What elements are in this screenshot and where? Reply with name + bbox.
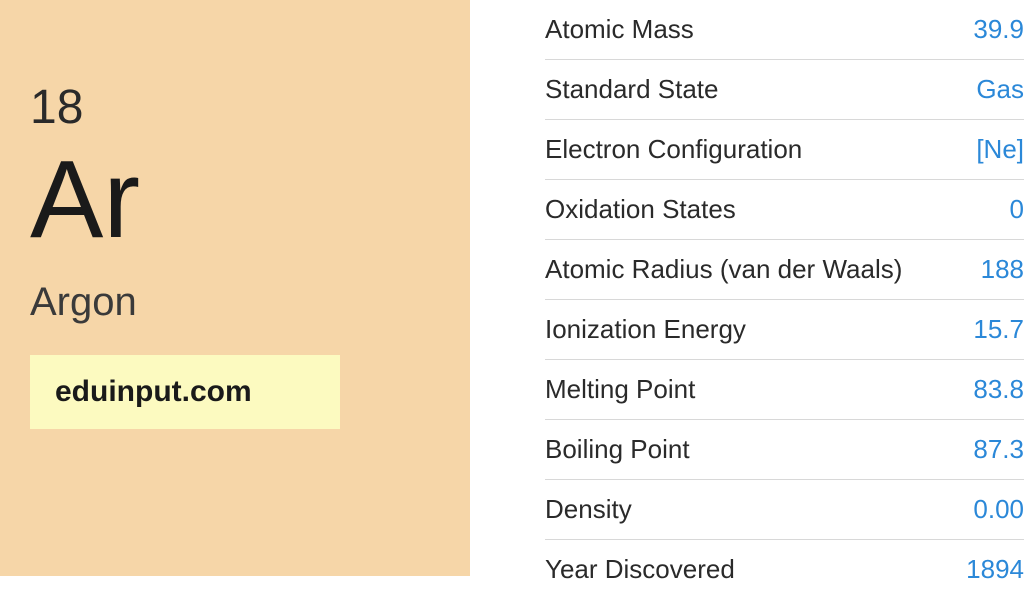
property-label: Atomic Radius (van der Waals) — [545, 254, 902, 285]
element-symbol: Ar — [30, 145, 440, 255]
property-row: Melting Point 83.8 — [545, 360, 1024, 420]
property-value: 39.9 — [973, 14, 1024, 45]
property-row: Year Discovered 1894 — [545, 540, 1024, 599]
property-value: 1894 — [966, 554, 1024, 585]
property-label: Melting Point — [545, 374, 695, 405]
property-label: Ionization Energy — [545, 314, 746, 345]
property-label: Electron Configuration — [545, 134, 802, 165]
property-row: Boiling Point 87.3 — [545, 420, 1024, 480]
property-value: Gas — [976, 74, 1024, 105]
watermark-box: eduinput.com — [30, 355, 340, 429]
property-label: Boiling Point — [545, 434, 690, 465]
property-label: Standard State — [545, 74, 718, 105]
property-row: Electron Configuration [Ne] — [545, 120, 1024, 180]
element-card: 18 Ar Argon eduinput.com — [0, 0, 470, 576]
property-row: Density 0.00 — [545, 480, 1024, 540]
element-name: Argon — [30, 280, 440, 325]
panel-gap — [470, 0, 500, 576]
watermark-text: eduinput.com — [55, 375, 252, 408]
property-label: Atomic Mass — [545, 14, 694, 45]
properties-panel: Atomic Mass 39.9 Standard State Gas Electron… — [500, 0, 1024, 576]
property-label: Year Discovered — [545, 554, 735, 585]
property-row: Ionization Energy 15.7 — [545, 300, 1024, 360]
property-value: 0 — [1010, 194, 1024, 225]
property-row: Oxidation States 0 — [545, 180, 1024, 240]
property-row: Standard State Gas — [545, 60, 1024, 120]
atomic-number: 18 — [30, 80, 440, 135]
property-label: Oxidation States — [545, 194, 736, 225]
property-row: Atomic Mass 39.9 — [545, 0, 1024, 60]
property-value: 87.3 — [973, 434, 1024, 465]
property-value: 15.7 — [973, 314, 1024, 345]
property-value: 83.8 — [973, 374, 1024, 405]
property-value: [Ne] — [976, 134, 1024, 165]
property-label: Density — [545, 494, 632, 525]
property-value: 0.00 — [973, 494, 1024, 525]
property-row: Atomic Radius (van der Waals) 188 — [545, 240, 1024, 300]
property-value: 188 — [981, 254, 1024, 285]
